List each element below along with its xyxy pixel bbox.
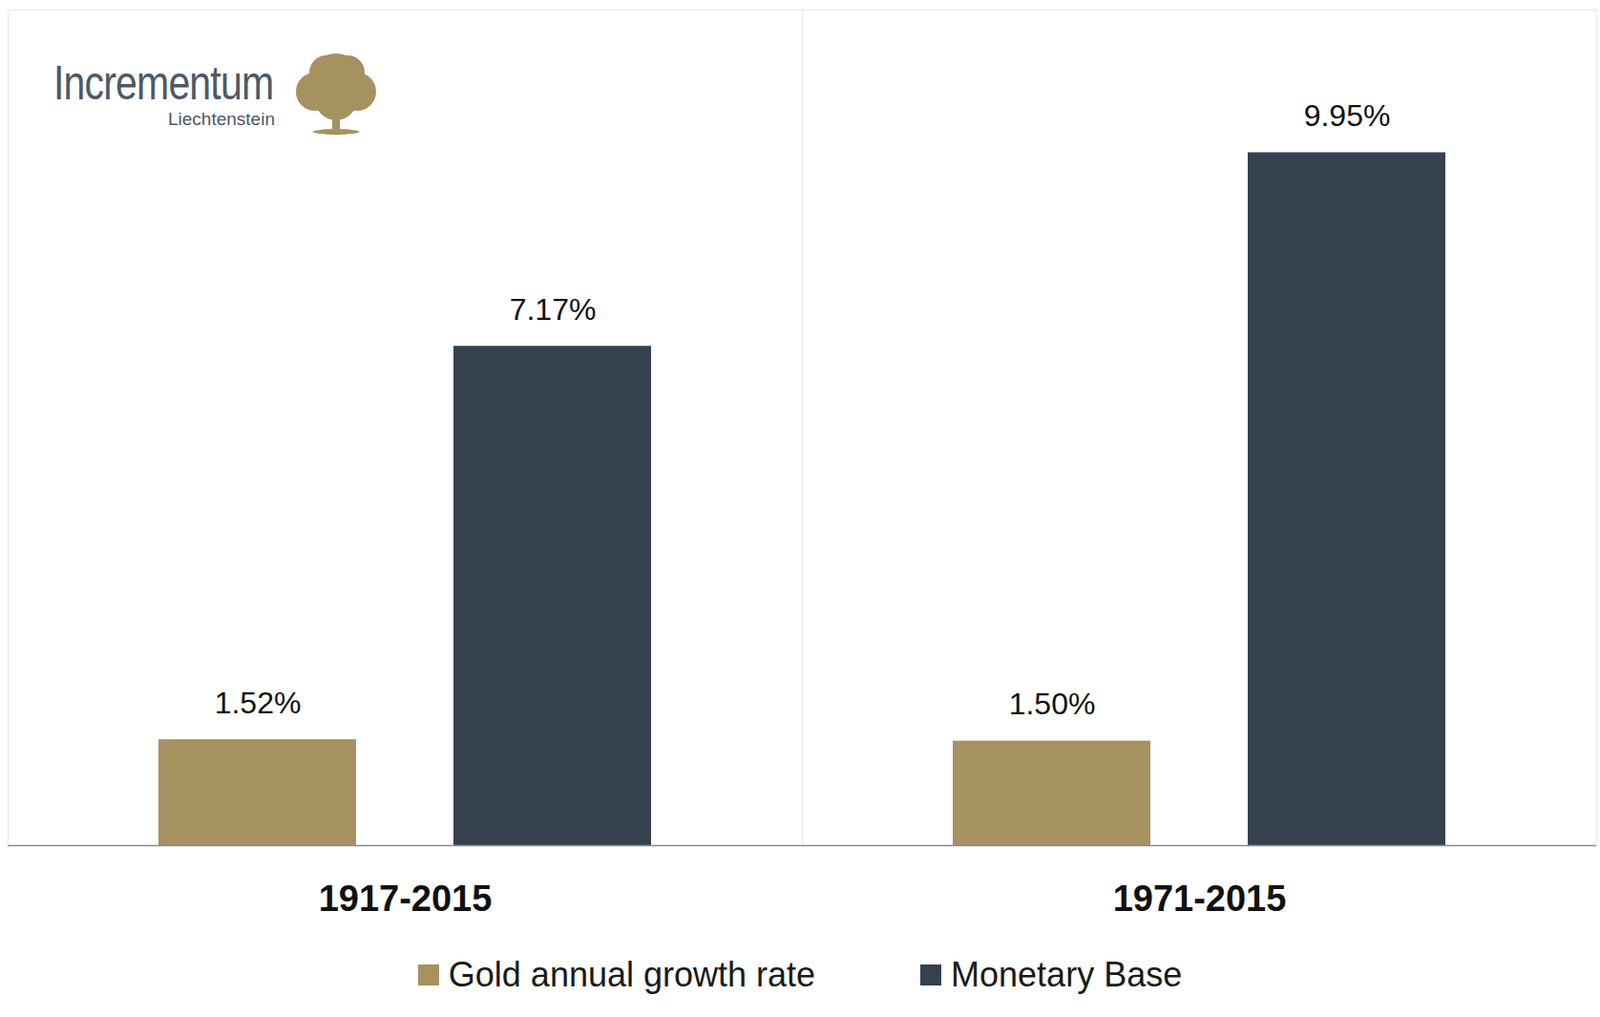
- html-text:Gold annual growth rate: Gold annual growth rate: [448, 954, 816, 994]
- html-text:Incrementum: Incrementum: [53, 56, 274, 110]
- svg-text:1.50%: 1.50%: [1009, 686, 1096, 721]
- svg-text:1971-2015: 1971-2015: [1113, 878, 1287, 919]
- html-text:Liechtenstein: Liechtenstein: [168, 108, 275, 129]
- svg-text:7.17%: 7.17%: [509, 292, 597, 327]
- svg-text:1917-2015: 1917-2015: [318, 878, 493, 919]
- svg-text:1.52%: 1.52%: [214, 685, 302, 720]
- svg-text:9.95%: 9.95%: [1304, 98, 1391, 133]
- html-text:Monetary Base: Monetary Base: [950, 954, 1183, 994]
